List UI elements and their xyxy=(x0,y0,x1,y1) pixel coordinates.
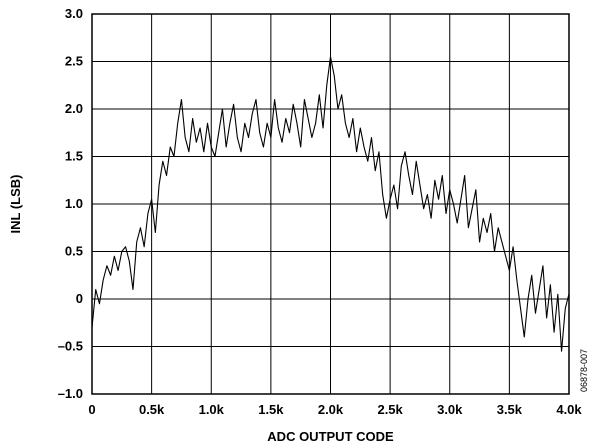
y-tick-label: –1.0 xyxy=(58,386,83,401)
plot-frame xyxy=(91,13,570,395)
series-layer xyxy=(91,56,570,352)
y-tick-label: 2.5 xyxy=(65,54,83,69)
y-tick-label: 1.0 xyxy=(65,196,83,211)
y-tick-label: 1.5 xyxy=(65,149,83,164)
x-tick-label: 1.0k xyxy=(199,402,225,417)
y-tick-label: 0 xyxy=(76,291,83,306)
x-axis-title: ADC OUTPUT CODE xyxy=(267,429,394,444)
y-tick-label: –0.5 xyxy=(58,339,83,354)
y-tick-label: 3.0 xyxy=(65,6,83,21)
x-tick-label: 1.5k xyxy=(258,402,284,417)
inl-series-line xyxy=(91,56,570,352)
x-tick-label: 4.0k xyxy=(556,402,582,417)
x-tick-label: 0.5k xyxy=(139,402,165,417)
x-tick-label: 0 xyxy=(88,402,95,417)
y-tick-label: 0.5 xyxy=(65,244,83,259)
x-tick-label: 3.0k xyxy=(437,402,463,417)
y-axis-title: INL (LSB) xyxy=(8,175,23,234)
x-tick-label: 2.5k xyxy=(377,402,403,417)
x-tick-label: 2.0k xyxy=(318,402,344,417)
y-tick-label: 2.0 xyxy=(65,101,83,116)
grid-lines xyxy=(91,13,570,395)
figure-id: 06878-007 xyxy=(579,349,589,392)
y-tick-labels: –1.0 –0.5 0 0.5 1.0 1.5 2.0 2.5 3.0 xyxy=(58,6,83,401)
x-tick-label: 3.5k xyxy=(497,402,523,417)
x-tick-labels: 0 0.5k 1.0k 1.5k 2.0k 2.5k 3.0k 3.5k 4.0k xyxy=(88,402,582,417)
